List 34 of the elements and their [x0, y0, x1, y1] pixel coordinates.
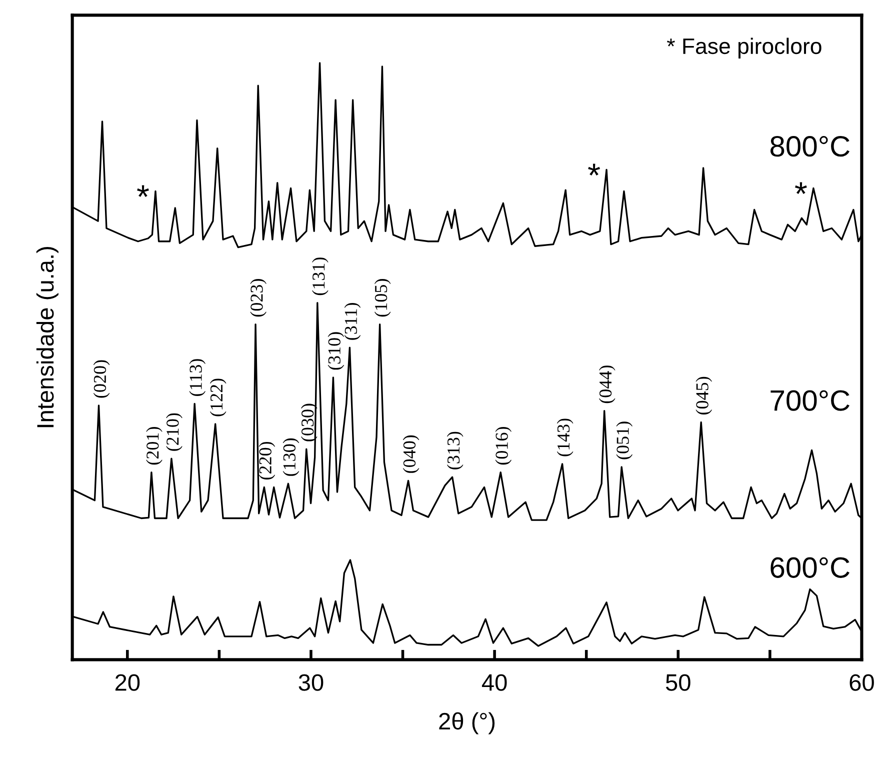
x-tick-label: 50	[666, 674, 690, 691]
annotation: (311)	[344, 303, 361, 340]
annotation: (220)	[258, 442, 276, 480]
annotation: (310)	[328, 332, 344, 370]
annotation: (023)	[250, 279, 266, 317]
x-tick-label: 30	[298, 674, 324, 691]
annotation: (131)	[312, 258, 328, 296]
annotation: (044)	[598, 366, 616, 404]
x-axis-title: 2θ (°)	[439, 712, 495, 734]
annotation: (105)	[374, 279, 391, 317]
annotation: (030)	[300, 404, 318, 442]
annotation: (051)	[616, 422, 633, 460]
annotation: (122)	[210, 378, 226, 416]
annotation: *	[794, 182, 807, 194]
x-tick-label: 20	[115, 674, 140, 691]
series-label: 800°C	[770, 136, 850, 157]
series-label: 700°C	[770, 390, 850, 411]
x-tick-label: 60	[850, 674, 874, 691]
annotation: (020)	[93, 360, 110, 398]
annotation: *	[588, 164, 600, 176]
annotation: *	[137, 185, 149, 197]
annotation: (130)	[282, 438, 300, 476]
annotation: (201)	[146, 427, 162, 465]
series-label: 600°C	[770, 557, 850, 578]
annotation: (143)	[556, 418, 574, 456]
annotation: (016)	[495, 427, 512, 465]
annotation: (210)	[166, 413, 182, 451]
x-tick-label: 40	[482, 674, 507, 691]
text: * Fase pirocloro	[666, 38, 822, 58]
annotation: (045)	[696, 376, 712, 414]
y-axis-title: Intensidade (u.a.)	[36, 247, 58, 428]
annotation: (040)	[402, 435, 420, 473]
annotation: (113)	[189, 359, 206, 396]
annotation: (313)	[446, 432, 464, 470]
